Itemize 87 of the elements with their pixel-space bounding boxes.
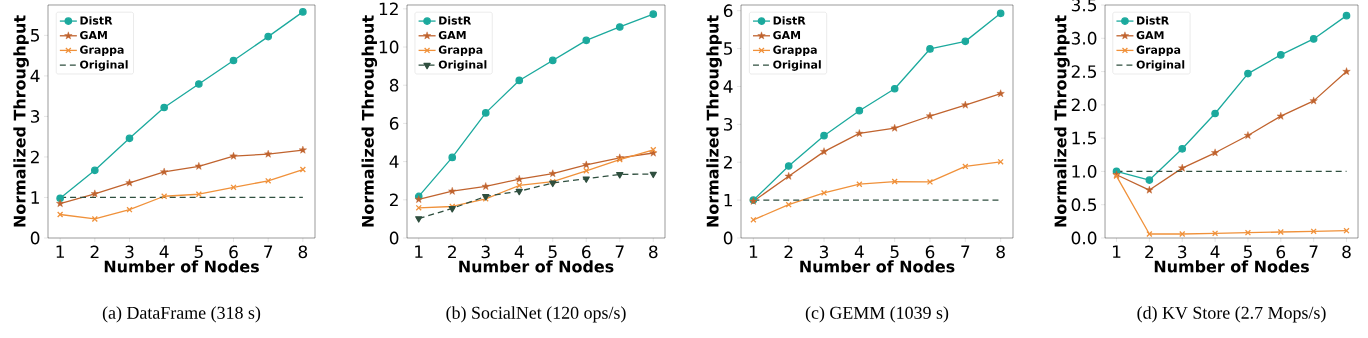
x-tick-label: 5 xyxy=(548,245,557,259)
legend-label: Original xyxy=(773,60,821,71)
legend-label: Grappa xyxy=(438,45,483,56)
x-tick-label: 4 xyxy=(159,245,169,258)
x-tick-label: 6 xyxy=(582,245,591,259)
x-axis-title: Number of Nodes xyxy=(459,260,614,273)
y-tick-label: 2 xyxy=(30,150,39,164)
x-axis-title: Number of Nodes xyxy=(1154,260,1309,273)
text: (d) KV Store (2.7 Mops/s) xyxy=(1137,306,1326,323)
y-tick-label: 4 xyxy=(723,80,733,93)
y-tick-label: 8 xyxy=(389,78,399,92)
x-tick-label: 3 xyxy=(819,245,829,259)
x-tick-label: 1 xyxy=(1112,245,1121,258)
x-tick-label: 4 xyxy=(1210,245,1220,258)
y-tick-label: 3.0 xyxy=(1071,31,1097,45)
legend-label: DistR xyxy=(439,16,472,25)
x-tick-label: 1 xyxy=(56,245,64,258)
y-tick-label: 2 xyxy=(389,193,398,207)
legend-label: DistR xyxy=(1137,16,1169,25)
x-tick-label: 5 xyxy=(890,245,899,259)
legend-label: GAM xyxy=(438,30,466,40)
y-axis-title: Normalized Throughput xyxy=(13,15,29,227)
y-tick-label: 2.5 xyxy=(1071,65,1097,78)
text: (b) SocialNet (120 ops/s) xyxy=(446,306,626,323)
y-tick-label: 1.0 xyxy=(1072,165,1097,178)
x-tick-label: 2 xyxy=(90,245,99,259)
legend-label: Original xyxy=(80,60,128,71)
x-tick-label: 1 xyxy=(415,245,423,258)
y-tick-label: 0 xyxy=(30,231,40,245)
x-tick-label: 3 xyxy=(481,245,490,259)
legend-label: GAM xyxy=(1136,30,1164,40)
y-tick-label: 3 xyxy=(31,110,40,123)
y-tick-label: 4 xyxy=(30,69,40,83)
y-tick-label: 4 xyxy=(389,155,399,168)
x-tick-label: 8 xyxy=(298,245,308,259)
y-tick-label: 10 xyxy=(379,40,399,54)
x-tick-label: 6 xyxy=(1276,245,1286,259)
y-tick-label: 1.5 xyxy=(1072,131,1097,145)
legend-label: Grappa xyxy=(80,45,124,56)
y-axis-title: Normalized Throughput xyxy=(706,15,722,227)
y-tick-label: 2 xyxy=(723,155,732,169)
x-axis-title: Number of Nodes xyxy=(800,260,955,273)
x-axis-title: Number of Nodes xyxy=(104,260,259,273)
legend-label: GAM xyxy=(773,30,801,40)
x-tick-label: 7 xyxy=(615,245,624,258)
y-tick-label: 3 xyxy=(724,117,733,131)
x-tick-label: 2 xyxy=(784,245,793,259)
y-axis-title: Normalized Throughput xyxy=(361,15,378,227)
x-tick-label: 4 xyxy=(854,245,864,258)
y-tick-label: 0.0 xyxy=(1071,231,1097,245)
y-tick-label: 6 xyxy=(723,4,733,18)
x-tick-label: 3 xyxy=(1178,245,1187,259)
x-tick-label: 3 xyxy=(125,245,134,259)
x-tick-label: 6 xyxy=(925,245,935,259)
text: (a) DataFrame (318 s) xyxy=(102,306,261,323)
x-tick-label: 7 xyxy=(264,245,273,258)
y-tick-label: 5 xyxy=(724,42,733,55)
x-tick-label: 1 xyxy=(749,245,758,258)
x-tick-label: 2 xyxy=(1145,245,1154,259)
y-tick-label: 1 xyxy=(31,191,39,204)
y-tick-label: 1 xyxy=(724,193,732,207)
y-tick-label: 6 xyxy=(389,117,399,130)
legend-label: Grappa xyxy=(773,45,817,56)
legend-label: Grappa xyxy=(1136,45,1181,56)
x-tick-label: 8 xyxy=(1342,245,1351,259)
x-tick-label: 5 xyxy=(194,245,203,259)
y-tick-label: 0.5 xyxy=(1071,198,1097,212)
y-tick-label: 0 xyxy=(389,231,399,245)
legend-label: DistR xyxy=(773,16,806,25)
legend-label: DistR xyxy=(80,16,113,25)
x-tick-label: 8 xyxy=(996,245,1005,259)
y-tick-label: 0 xyxy=(723,231,733,245)
x-tick-label: 6 xyxy=(229,245,238,259)
x-tick-label: 8 xyxy=(649,245,658,259)
x-tick-label: 2 xyxy=(448,245,456,259)
text: (c) GEMM (1039 s) xyxy=(805,306,949,323)
legend-label: Original xyxy=(1136,60,1185,71)
x-tick-label: 7 xyxy=(1309,245,1318,258)
y-axis-title: Normalized Throughput xyxy=(1054,15,1070,227)
y-tick-label: 12 xyxy=(379,2,398,16)
y-tick-label: 5 xyxy=(31,29,40,42)
x-tick-label: 4 xyxy=(514,245,524,258)
x-tick-label: 7 xyxy=(961,245,970,258)
x-tick-label: 5 xyxy=(1243,245,1252,259)
y-tick-label: 2.0 xyxy=(1071,98,1097,112)
legend-label: Original xyxy=(438,60,487,71)
legend-label: GAM xyxy=(80,30,107,40)
